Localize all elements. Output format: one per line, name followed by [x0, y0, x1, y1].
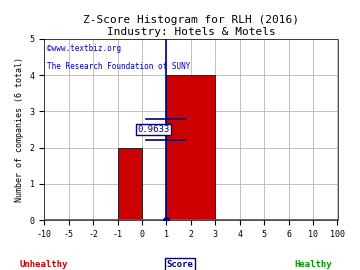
Bar: [166, 75, 215, 220]
Text: Score: Score: [167, 260, 193, 269]
Bar: [118, 147, 142, 220]
Text: Healthy: Healthy: [294, 260, 332, 269]
Y-axis label: Number of companies (6 total): Number of companies (6 total): [15, 57, 24, 202]
Text: The Research Foundation of SUNY: The Research Foundation of SUNY: [47, 62, 190, 71]
Text: 0.9633: 0.9633: [137, 125, 170, 134]
Text: ©www.textbiz.org: ©www.textbiz.org: [47, 44, 121, 53]
Text: Unhealthy: Unhealthy: [19, 260, 67, 269]
Title: Z-Score Histogram for RLH (2016)
Industry: Hotels & Motels: Z-Score Histogram for RLH (2016) Industr…: [83, 15, 299, 37]
